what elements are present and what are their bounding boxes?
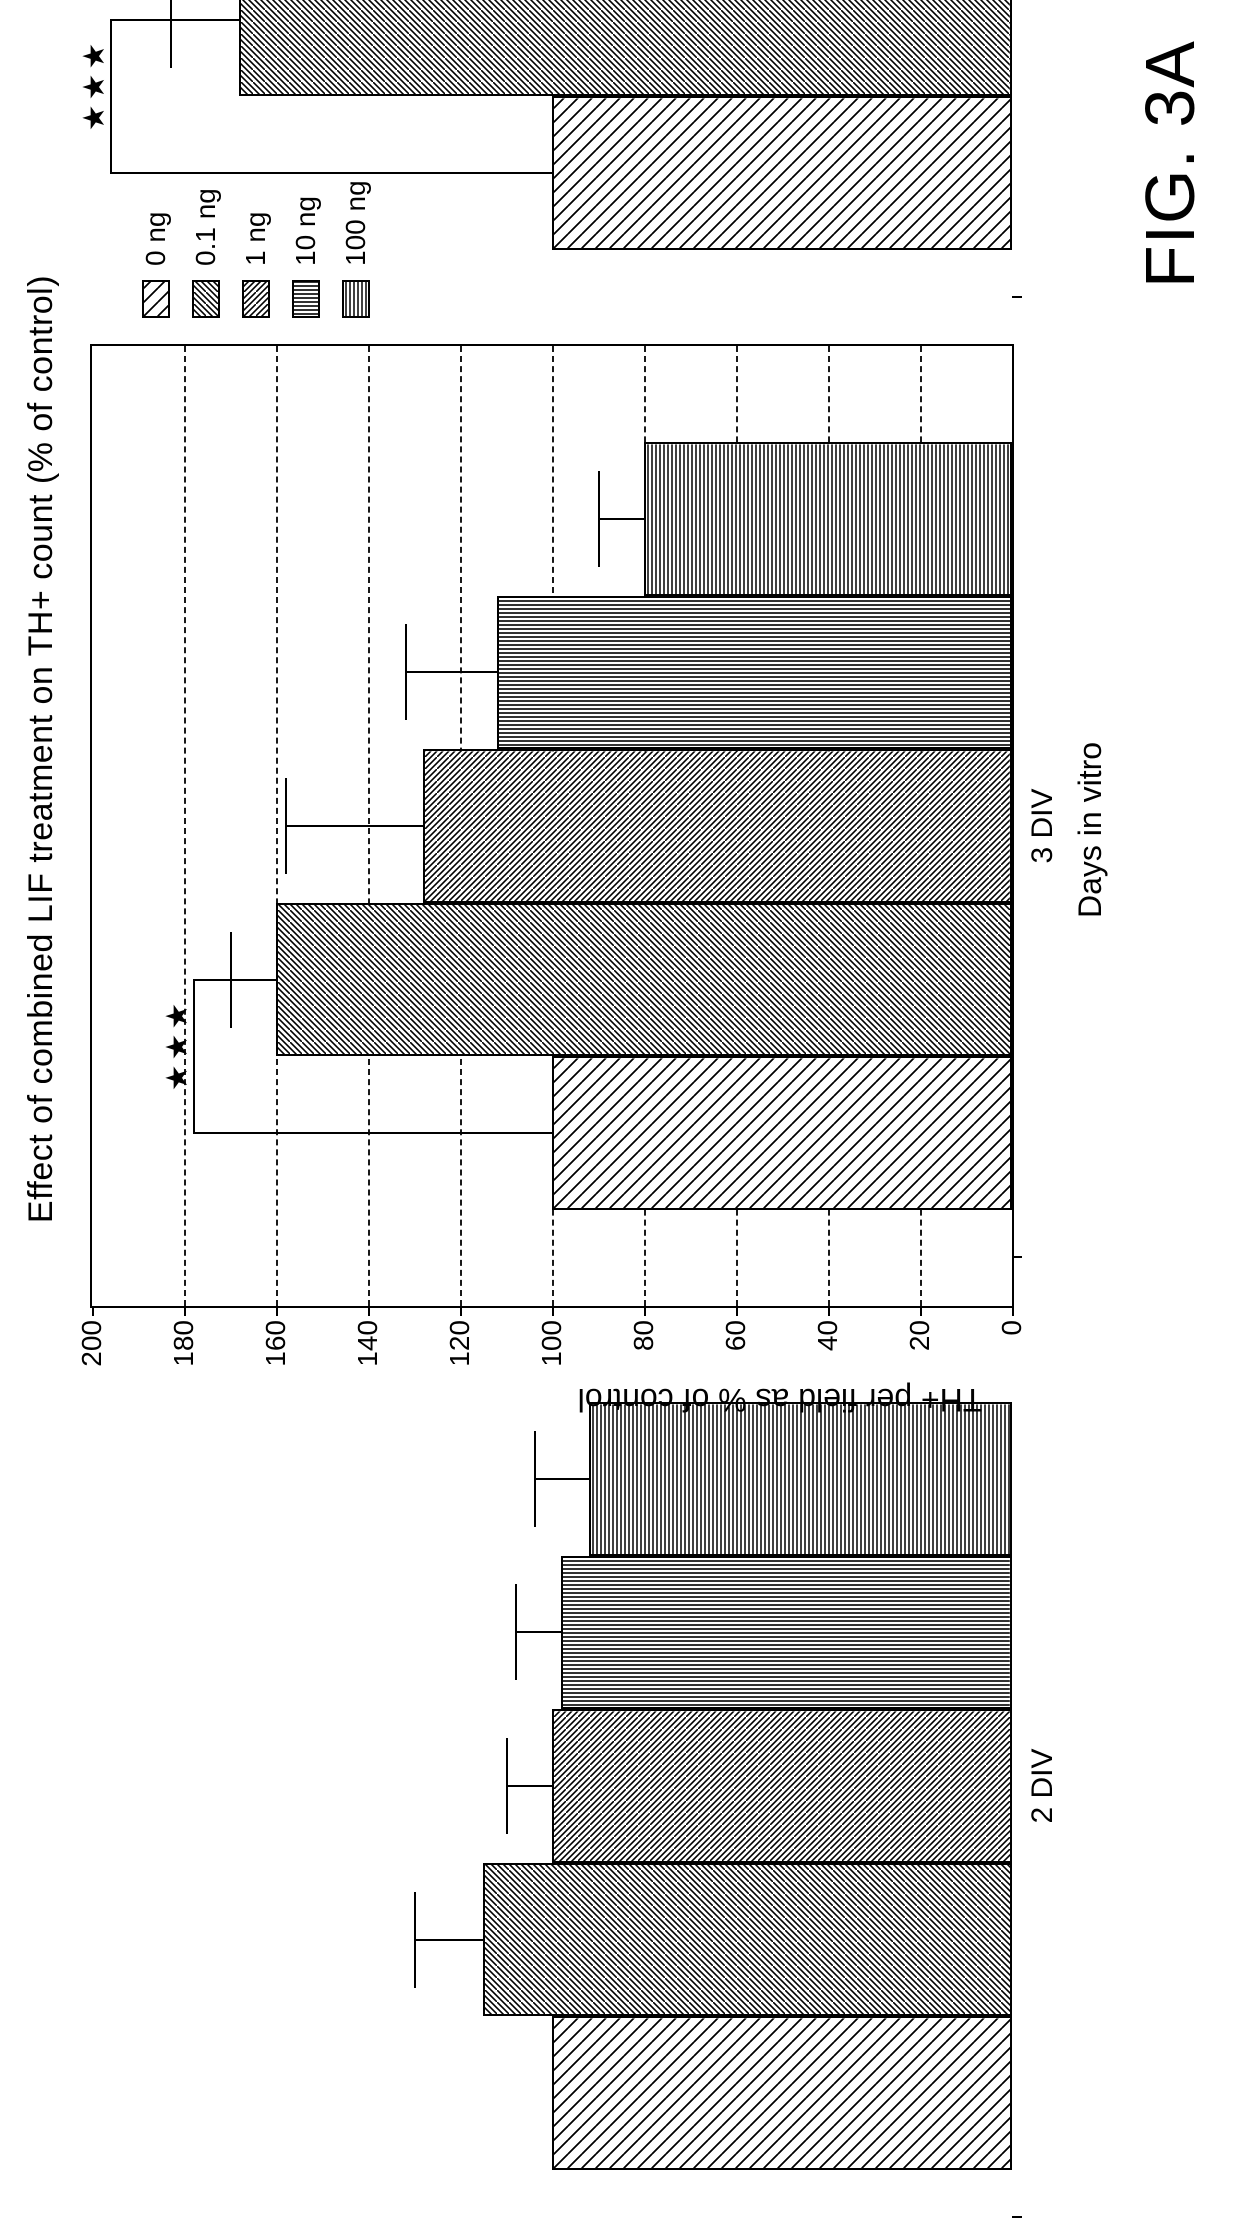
significance-stars: ★★★: [163, 999, 193, 1092]
y-axis-label: TH+ per field as % of control: [578, 1381, 983, 1418]
legend-item: 0 ng: [140, 212, 172, 319]
significance-bracket: [193, 1132, 552, 1134]
error-cap: [405, 624, 407, 720]
y-tick-mark: [184, 1306, 186, 1316]
error-cap: [506, 1738, 508, 1834]
bar: [561, 1556, 1012, 1710]
error-bar: [515, 1631, 561, 1633]
y-tick-mark: [1012, 1306, 1014, 1316]
y-tick-mark: [92, 1306, 94, 1316]
plot-area: ★★★★★★ 0204060801001201401601802002 DIV3…: [90, 344, 1014, 1308]
grid-line: [184, 346, 186, 1306]
significance-bracket: [193, 979, 239, 981]
error-cap: [515, 1584, 517, 1680]
legend-label: 10 ng: [290, 196, 322, 266]
y-tick-label: 120: [444, 1320, 476, 1367]
error-cap: [534, 1431, 536, 1527]
y-tick-mark: [276, 1306, 278, 1316]
y-tick-label: 40: [812, 1320, 844, 1351]
page: { "figure_label": "FIG. 3A", "chart": { …: [0, 0, 1240, 1498]
error-bar: [405, 671, 497, 673]
y-tick-mark: [828, 1306, 830, 1316]
legend-swatch: [292, 280, 320, 318]
bar: [483, 1863, 1012, 2017]
bar: [239, 0, 1012, 96]
bar: [552, 96, 1012, 250]
x-tick-label: 3 DIV: [1026, 788, 1060, 863]
y-tick-label: 100: [536, 1320, 568, 1367]
legend-item: 1 ng: [240, 212, 272, 319]
y-tick-label: 140: [352, 1320, 384, 1367]
bar: [589, 1402, 1012, 1556]
bar: [552, 1056, 1012, 1210]
significance-bracket: [110, 172, 552, 174]
bar: [423, 749, 1012, 903]
bar: [552, 2016, 1012, 2170]
y-tick-label: 180: [168, 1320, 200, 1367]
legend-swatch: [342, 280, 370, 318]
significance-bracket: [110, 19, 174, 21]
figure-label: FIG. 3A: [1130, 40, 1210, 288]
x-tick-label: 2 DIV: [1026, 1748, 1060, 1823]
bar: [497, 596, 1012, 750]
y-tick-label: 20: [904, 1320, 936, 1351]
y-tick-label: 80: [628, 1320, 660, 1351]
error-bar: [170, 19, 239, 21]
error-cap: [414, 1892, 416, 1988]
y-tick-mark: [368, 1306, 370, 1316]
error-cap: [598, 471, 600, 567]
y-tick-mark: [736, 1306, 738, 1316]
y-tick-label: 160: [260, 1320, 292, 1367]
legend-item: 10 ng: [290, 196, 322, 318]
y-tick-mark: [920, 1306, 922, 1316]
bar: [552, 1709, 1012, 1863]
legend-label: 0 ng: [140, 212, 172, 267]
x-tick: [1012, 296, 1022, 298]
y-tick-label: 60: [720, 1320, 752, 1351]
legend-item: 0.1 ng: [190, 188, 222, 318]
error-bar: [285, 825, 423, 827]
y-tick-mark: [552, 1306, 554, 1316]
y-tick-label: 0: [996, 1320, 1028, 1336]
y-tick-mark: [460, 1306, 462, 1316]
x-axis-label: Days in vitro: [1072, 742, 1109, 918]
bar: [644, 442, 1012, 596]
legend-swatch: [242, 280, 270, 318]
figure: Effect of combined LIF treatment on TH+ …: [0, 0, 1240, 1498]
legend-label: 1 ng: [240, 212, 272, 267]
error-cap: [285, 778, 287, 874]
significance-stars: ★★★: [80, 39, 110, 132]
error-bar: [598, 518, 644, 520]
plot-inner: ★★★★★★: [92, 346, 1012, 1306]
bar: [276, 903, 1012, 1057]
x-tick: [1012, 1256, 1022, 1258]
error-bar: [506, 1785, 552, 1787]
grid-line: [276, 346, 278, 1306]
error-cap: [170, 0, 172, 68]
legend-swatch: [142, 280, 170, 318]
legend-label: 100 ng: [340, 180, 372, 266]
error-bar: [414, 1939, 483, 1941]
legend-swatch: [192, 280, 220, 318]
legend-item: 100 ng: [340, 180, 372, 318]
chart-title: Effect of combined LIF treatment on TH+ …: [22, 0, 61, 1498]
y-tick-label: 200: [76, 1320, 108, 1367]
y-tick-mark: [644, 1306, 646, 1316]
error-bar: [534, 1478, 589, 1480]
legend-label: 0.1 ng: [190, 188, 222, 266]
